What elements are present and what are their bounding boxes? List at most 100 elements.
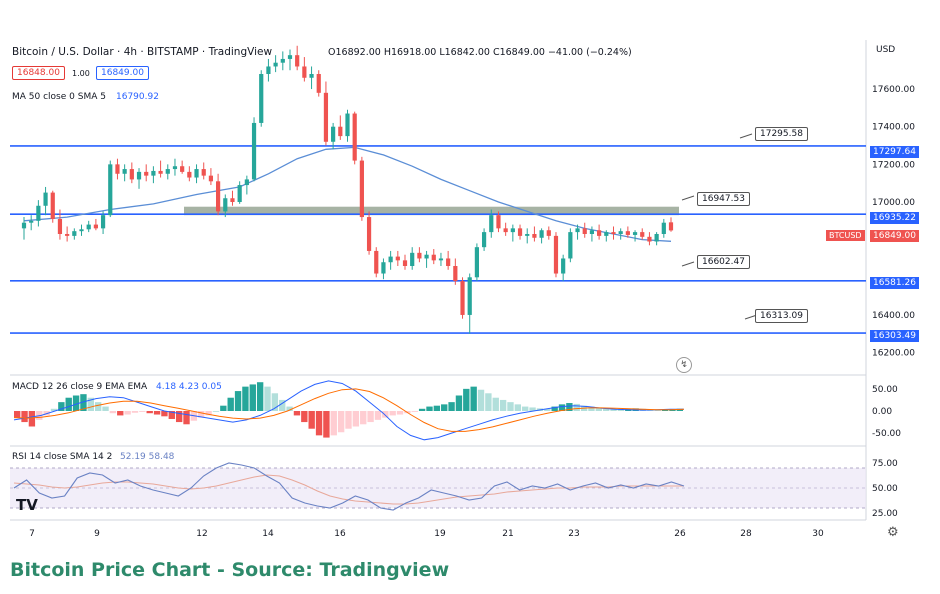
candle — [36, 200, 41, 227]
macd-label[interactable]: MACD 12 26 close 9 EMA EMA — [12, 382, 148, 392]
level-tag-1: 17297.64 — [870, 146, 919, 158]
macd-hist-bar — [426, 406, 433, 411]
bid-box[interactable]: 16848.00 — [12, 66, 65, 80]
candle — [50, 190, 55, 223]
spread-value: 1.00 — [72, 69, 90, 78]
candle-body — [446, 258, 451, 266]
candle — [72, 228, 77, 240]
macd-values: 4.18 4.23 0.05 — [156, 382, 222, 392]
time-tick-label: 30 — [812, 529, 824, 539]
candle-body — [223, 198, 228, 212]
callout-level-1: 17295.58 — [755, 127, 808, 141]
macd-hist-bar — [286, 406, 293, 411]
price-tick-label: 16200.00 — [872, 349, 915, 359]
candle — [287, 49, 293, 71]
candle-body — [201, 169, 206, 176]
time-tick-label: 28 — [740, 529, 752, 539]
candle — [136, 168, 142, 189]
candle — [589, 226, 595, 242]
candle — [453, 258, 458, 285]
replay-icon[interactable]: ↯ — [676, 357, 692, 373]
candle — [165, 164, 170, 180]
ask-box[interactable]: 16849.00 — [96, 66, 149, 80]
candle — [266, 58, 271, 82]
currency-label[interactable]: USD — [876, 45, 896, 55]
macd-hist-bar — [28, 411, 36, 427]
candle — [654, 232, 659, 246]
candle — [366, 211, 372, 255]
candle — [503, 222, 508, 236]
candle-body — [72, 231, 77, 236]
candle — [122, 164, 127, 182]
candle — [259, 70, 264, 127]
candle — [388, 250, 393, 270]
macd-hist-bar — [102, 406, 109, 411]
macd-hist-bar — [315, 411, 323, 436]
macd-hist-bar — [198, 411, 205, 418]
candle — [158, 160, 163, 178]
macd-hist-bar — [301, 411, 308, 423]
candle — [316, 70, 321, 97]
macd-hist-bar — [441, 404, 448, 411]
candle-body — [280, 58, 285, 63]
candle — [539, 228, 544, 244]
candle — [43, 186, 48, 216]
candle-body — [604, 232, 609, 236]
candle-body — [517, 228, 523, 236]
macd-hist-bar — [529, 407, 536, 411]
candle — [604, 230, 609, 242]
candle-body — [496, 215, 501, 229]
macd-hist-bar — [418, 408, 426, 411]
macd-line — [13, 380, 684, 441]
macd-tick-label: 50.00 — [872, 385, 898, 395]
chart-title: Bitcoin / U.S. Dollar · 4h · BITSTAMP · … — [12, 46, 273, 58]
zone-rect — [184, 206, 679, 216]
last-price-tag: 16849.00 — [870, 230, 919, 242]
macd-hist-bar — [654, 409, 661, 411]
candle — [187, 166, 192, 182]
ma50-polyline — [23, 146, 672, 242]
time-tick-label: 16 — [334, 529, 346, 539]
candle-body — [86, 224, 91, 230]
macd-hist-bar — [14, 411, 21, 418]
candle-body — [122, 169, 127, 174]
resistance-zone — [184, 206, 679, 216]
candle-body — [230, 198, 235, 202]
macd-hist-bar — [544, 408, 551, 411]
ma-indicator-label[interactable]: MA 50 close 0 SMA 5 — [12, 92, 106, 102]
macd-hist-bar — [360, 411, 367, 425]
rsi-tick-label: 25.00 — [872, 509, 898, 519]
candle — [21, 217, 27, 240]
candle — [151, 166, 156, 184]
rsi-label[interactable]: RSI 14 close SMA 14 2 — [12, 452, 113, 462]
macd-hist-bar — [499, 399, 507, 411]
candle-body — [532, 234, 537, 238]
macd-hist-bar — [131, 411, 139, 413]
macd-hist-bar — [293, 411, 301, 416]
candle — [575, 224, 580, 240]
gear-icon[interactable]: ⚙ — [887, 525, 899, 540]
candle — [323, 81, 329, 146]
candle-body — [654, 234, 659, 242]
candle — [29, 215, 34, 231]
candle-body — [187, 171, 192, 178]
macd-hist-bar — [234, 391, 242, 411]
rsi-line — [13, 462, 685, 511]
callout-leader-1 — [739, 133, 753, 139]
candle — [668, 217, 674, 232]
candle — [172, 158, 178, 176]
macd-hist-bar — [463, 388, 470, 411]
macd-hist-bar — [477, 389, 485, 411]
price-tick-label: 17000.00 — [872, 198, 915, 208]
macd-hist-bar — [345, 411, 352, 429]
candle — [582, 222, 587, 238]
candle — [431, 249, 436, 265]
candle-body — [158, 170, 163, 174]
candle — [611, 226, 616, 240]
candle — [302, 57, 307, 82]
macd-hist-bar — [124, 411, 131, 415]
candle — [417, 247, 422, 263]
macd-hist-bar — [455, 395, 463, 411]
macd-hist-bar — [80, 394, 87, 411]
tradingview-logo-icon[interactable]: TV — [16, 496, 38, 514]
